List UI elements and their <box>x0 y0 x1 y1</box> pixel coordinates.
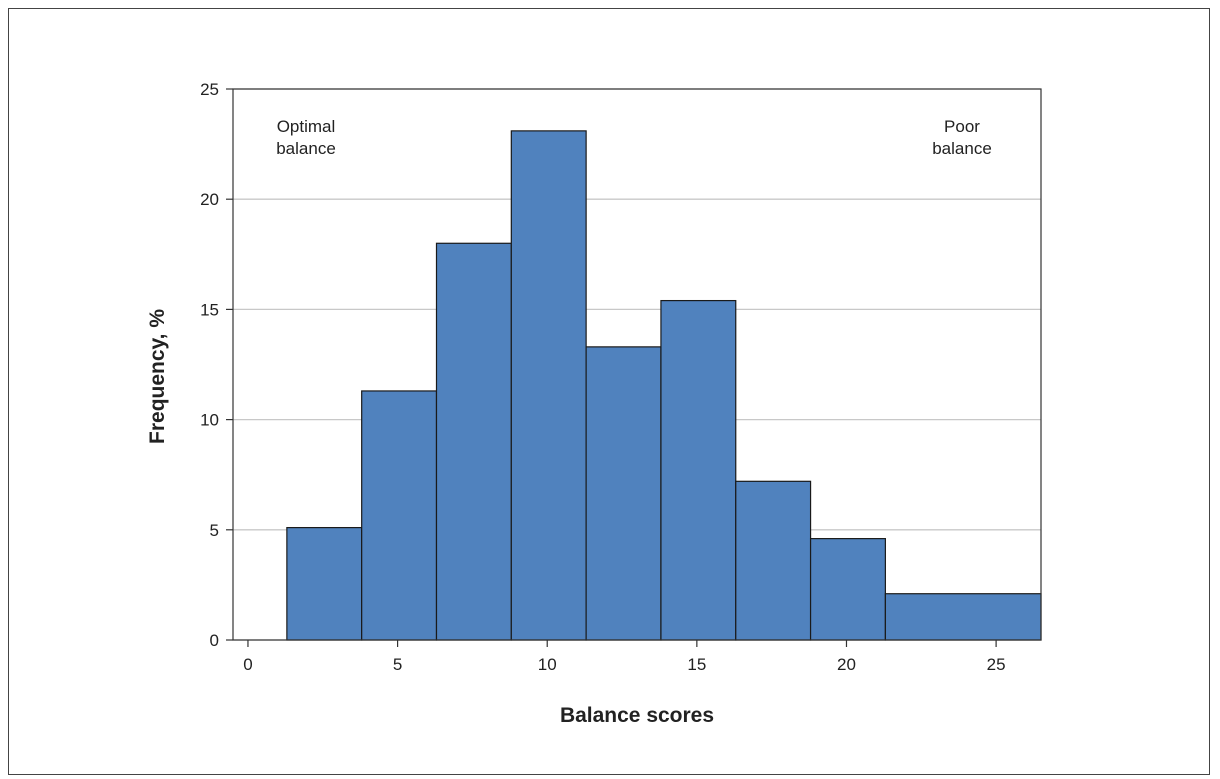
annotation-optimal-line2: balance <box>276 139 336 158</box>
y-axis-title: Frequency, % <box>146 309 169 444</box>
y-tick-label: 15 <box>200 300 219 319</box>
x-axis-title: Balance scores <box>560 704 714 727</box>
x-tick-label: 20 <box>837 655 856 674</box>
histogram-bar <box>809 538 886 641</box>
annotation-optimal-line1: Optimal <box>277 117 336 136</box>
histogram-bar <box>660 299 737 641</box>
histogram-bar <box>585 346 662 641</box>
y-tick-label: 0 <box>210 631 219 650</box>
histogram-bar <box>361 390 438 641</box>
histogram-bar <box>884 593 1042 641</box>
plot-area-border <box>232 88 1042 641</box>
histogram-bar <box>735 480 812 641</box>
histogram-bar <box>286 526 363 641</box>
x-tick-label: 0 <box>243 655 252 674</box>
tick-layer: 0 5 10 15 20 25 0 5 10 15 20 25 <box>200 80 1005 674</box>
annotation-poor-line2: balance <box>932 139 992 158</box>
x-tick-label: 10 <box>538 655 557 674</box>
x-tick-label: 25 <box>987 655 1006 674</box>
y-tick-label: 5 <box>210 521 219 540</box>
x-tick-label: 15 <box>687 655 706 674</box>
histogram-bar <box>435 242 512 641</box>
x-tick-label: 5 <box>393 655 402 674</box>
y-tick-label: 25 <box>200 80 219 99</box>
y-tick-label: 20 <box>200 190 219 209</box>
bar-layer <box>286 130 1042 641</box>
annotation-poor-line1: Poor <box>944 117 980 136</box>
histogram-bar <box>510 130 587 641</box>
y-tick-label: 10 <box>200 411 219 430</box>
